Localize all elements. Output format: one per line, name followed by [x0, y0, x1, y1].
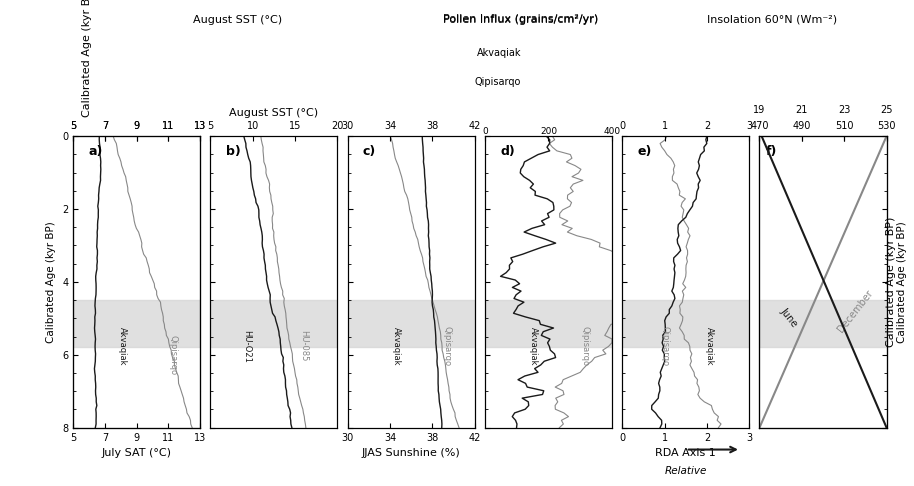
Text: Insolation 60°N (Wm⁻²): Insolation 60°N (Wm⁻²) [707, 15, 837, 25]
Text: Akvaqiak: Akvaqiak [118, 327, 127, 365]
X-axis label: August SST (°C): August SST (°C) [229, 108, 318, 118]
Y-axis label: Calibrated Age (kyr BP): Calibrated Age (kyr BP) [897, 221, 907, 343]
Bar [760, 300, 887, 347]
X-axis label: RDA Axis 1: RDA Axis 1 [655, 448, 717, 458]
Bar [485, 300, 612, 347]
Bar [210, 300, 337, 347]
Text: c): c) [363, 145, 377, 158]
Text: June: June [779, 305, 800, 329]
Y-axis label: Calibrated Age (kyr BP): Calibrated Age (kyr BP) [47, 221, 57, 343]
Text: August SST (°C): August SST (°C) [193, 15, 282, 25]
Text: Akvaqiak: Akvaqiak [529, 327, 538, 365]
Text: December: December [835, 288, 875, 334]
Text: Qipisarqo: Qipisarqo [580, 326, 590, 366]
Text: Qipisarqo: Qipisarqo [474, 77, 521, 87]
Text: Qipisarqo: Qipisarqo [443, 326, 452, 366]
Text: Calibrated Age (kyr BP): Calibrated Age (kyr BP) [887, 217, 896, 347]
Text: Akvaqiak: Akvaqiak [705, 327, 714, 365]
Text: f): f) [766, 145, 777, 158]
Text: Qipisarqo: Qipisarqo [168, 335, 177, 375]
Text: HU-085: HU-085 [300, 330, 308, 362]
Text: e): e) [637, 145, 652, 158]
Text: Pollen Influx (grains/cm²/yr): Pollen Influx (grains/cm²/yr) [443, 15, 599, 25]
Text: Calibrated Age (kyr BP): Calibrated Age (kyr BP) [82, 0, 91, 117]
Bar [622, 300, 749, 347]
X-axis label: JJAS Sunshine (%): JJAS Sunshine (%) [362, 448, 461, 458]
Text: Relative: Relative [664, 466, 707, 476]
Text: Akvaqiak: Akvaqiak [392, 327, 401, 365]
X-axis label: July SAT (°C): July SAT (°C) [101, 448, 172, 458]
Bar [347, 300, 474, 347]
Text: a): a) [89, 145, 102, 158]
Text: d): d) [500, 145, 515, 158]
Text: Akvaqiak: Akvaqiak [476, 48, 521, 58]
Text: Pollen Influx (grains/cm²/yr): Pollen Influx (grains/cm²/yr) [443, 14, 599, 24]
Bar [73, 300, 200, 347]
Text: b): b) [226, 145, 240, 158]
Text: Qipisarqo: Qipisarqo [660, 326, 669, 366]
Text: HU-O21: HU-O21 [242, 330, 251, 363]
